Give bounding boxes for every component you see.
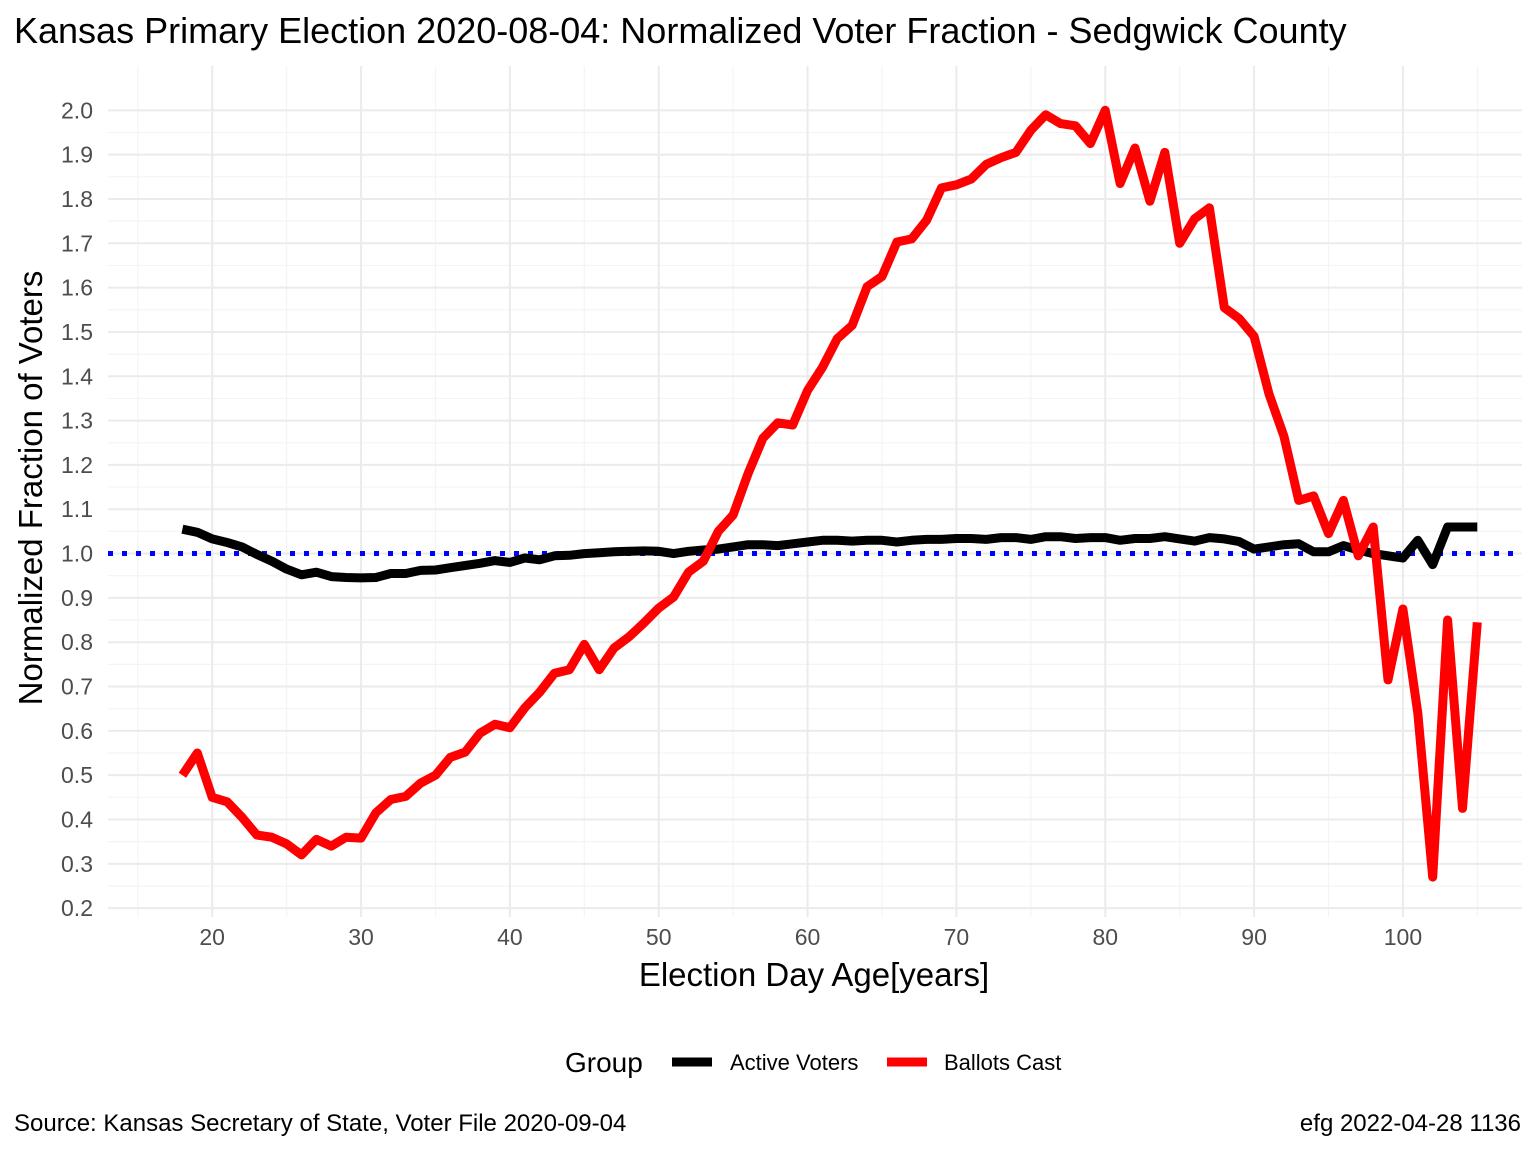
y-tick-label: 1.3 (61, 408, 93, 434)
x-tick-label: 50 (646, 924, 672, 950)
y-axis-ticks: 0.2 0.3 0.4 0.5 0.6 0.7 0.8 0.9 1.0 1.1 1.2 1.3 1.4 1… (61, 97, 93, 921)
series-lines (178, 105, 1482, 882)
y-tick-label: 0.2 (61, 895, 93, 921)
y-tick-label: 1.1 (61, 496, 93, 522)
x-tick-label: 20 (199, 924, 225, 950)
x-tick-label: 60 (795, 924, 821, 950)
y-tick-label: 0.9 (61, 585, 93, 611)
y-tick-label: 1.2 (61, 452, 93, 478)
y-tick-label: 1.6 (61, 275, 93, 301)
y-tick-label: 1.8 (61, 186, 93, 212)
series-line-active-voters (181, 522, 1478, 583)
chart-title: Kansas Primary Election 2020-08-04: Norm… (14, 10, 1347, 51)
legend-label-ballots-cast: Ballots Cast (944, 1050, 1061, 1075)
author-caption: efg 2022-04-28 1136 (1300, 1110, 1521, 1137)
x-tick-label: 80 (1092, 924, 1118, 950)
y-tick-label: 1.7 (61, 230, 93, 256)
source-caption: Source: Kansas Secretary of State, Voter… (14, 1110, 626, 1137)
y-tick-label: 1.0 (61, 541, 93, 567)
y-tick-label: 0.7 (61, 674, 93, 700)
y-tick-label: 1.5 (61, 319, 93, 345)
legend-label-active-voters: Active Voters (730, 1050, 858, 1075)
x-axis-ticks: 20 30 40 50 60 70 80 90 100 (199, 924, 1422, 950)
y-tick-label: 0.4 (61, 806, 93, 832)
x-tick-label: 70 (944, 924, 970, 950)
y-tick-label: 1.4 (61, 363, 93, 389)
x-axis-label: Election Day Age[years] (639, 956, 989, 993)
y-axis-label: Normalized Fraction of Voters (12, 271, 49, 706)
y-tick-label: 0.5 (61, 762, 93, 788)
series-line-ballots-cast (178, 105, 1482, 882)
y-tick-label: 2.0 (61, 97, 93, 123)
legend: Group Active Voters Ballots Cast (565, 1047, 1061, 1078)
y-tick-label: 0.3 (61, 851, 93, 877)
x-tick-label: 30 (348, 924, 374, 950)
gridlines (108, 66, 1522, 917)
x-tick-label: 90 (1241, 924, 1267, 950)
legend-title: Group (565, 1047, 643, 1078)
x-tick-label: 40 (497, 924, 523, 950)
x-tick-label: 100 (1384, 924, 1422, 950)
y-tick-label: 1.9 (61, 142, 93, 168)
y-tick-label: 0.8 (61, 629, 93, 655)
y-tick-label: 0.6 (61, 718, 93, 744)
